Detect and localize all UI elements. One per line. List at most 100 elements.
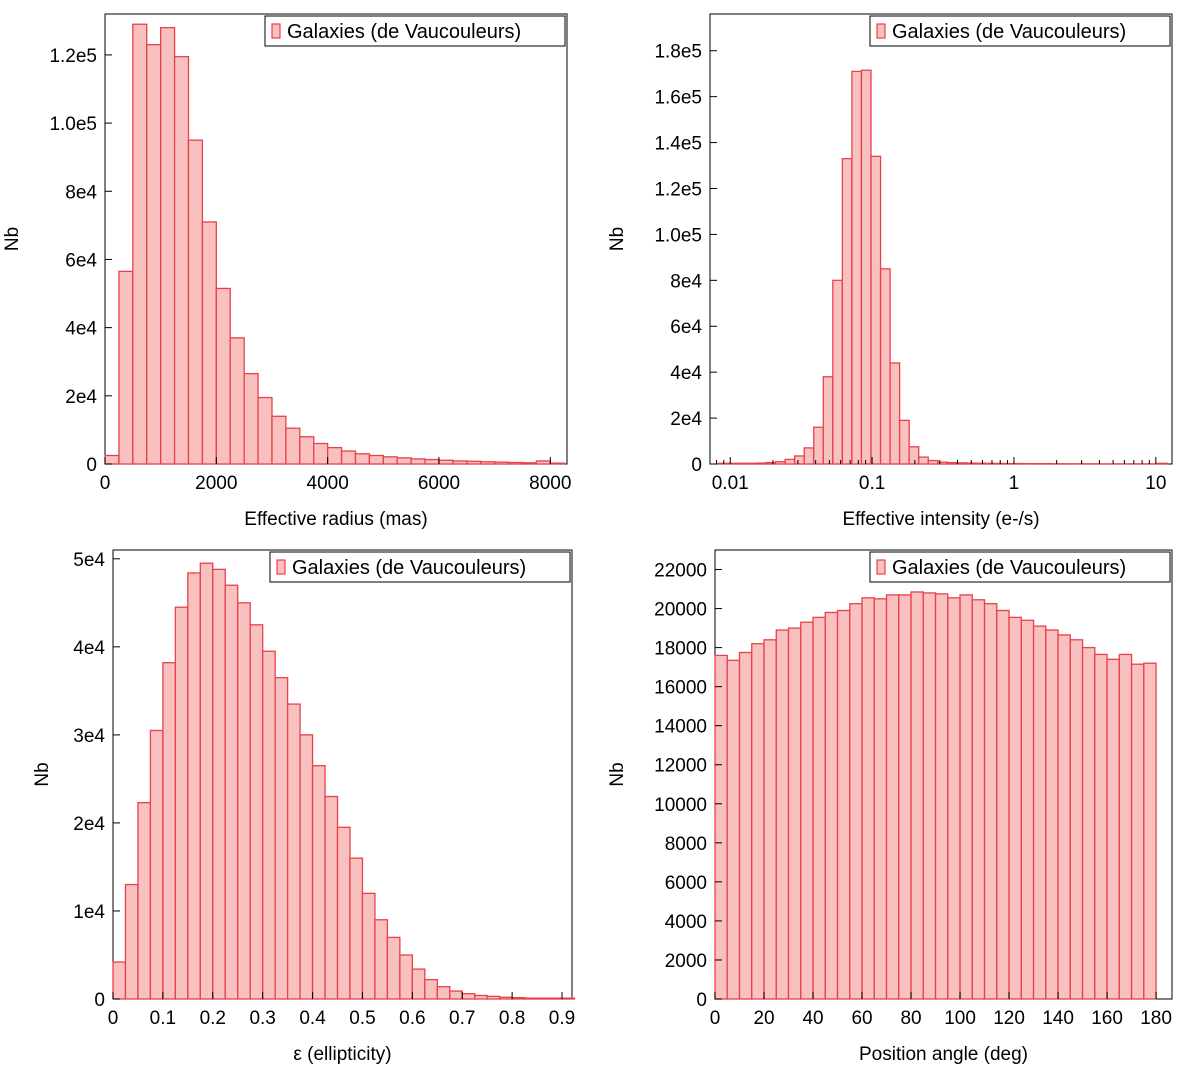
bar-effective-intensity xyxy=(937,461,948,465)
bar-effective-intensity xyxy=(794,455,805,465)
bar-position-angle xyxy=(1094,653,1108,1000)
x-tick-label-effective-radius: 0 xyxy=(100,473,111,494)
x-tick-label-ellipticity: 0 xyxy=(108,1008,119,1029)
bar-effective-intensity xyxy=(927,459,939,465)
bar-ellipticity xyxy=(474,994,488,1000)
y-tick-label-effective-intensity: 4e4 xyxy=(670,363,702,384)
y-axis-label-effective-radius: Nb xyxy=(2,227,23,251)
bar-effective-intensity xyxy=(851,70,863,465)
bar-ellipticity xyxy=(162,662,177,1000)
bar-ellipticity xyxy=(486,995,501,1000)
y-tick-label-position-angle: 14000 xyxy=(654,717,707,738)
bar-effective-radius xyxy=(187,139,204,465)
y-axis-label-ellipticity: Nb xyxy=(32,762,53,786)
bar-ellipticity xyxy=(511,997,526,1000)
x-tick-label-effective-radius: 2000 xyxy=(195,473,237,494)
bar-effective-radius xyxy=(410,458,426,465)
bar-position-angle xyxy=(885,594,900,1000)
bar-position-angle xyxy=(861,597,875,1000)
bar-effective-radius xyxy=(327,446,343,465)
y-tick-label-position-angle: 8000 xyxy=(665,834,707,855)
bar-position-angle xyxy=(824,611,839,1000)
bar-position-angle xyxy=(738,651,753,1000)
bar-position-angle xyxy=(1069,639,1084,1000)
bar-effective-radius xyxy=(229,337,245,465)
x-tick-label-ellipticity: 0.8 xyxy=(499,1008,525,1029)
bar-ellipticity xyxy=(499,996,513,1000)
bar-ellipticity xyxy=(449,990,463,1000)
bar-effective-radius xyxy=(215,287,231,465)
bar-effective-intensity xyxy=(774,461,786,465)
y-tick-label-effective-radius: 2e4 xyxy=(65,387,97,408)
y-tick-label-ellipticity: 2e4 xyxy=(73,814,105,835)
bar-position-angle xyxy=(812,616,826,1000)
bar-ellipticity xyxy=(237,602,251,1000)
bar-effective-intensity xyxy=(1156,462,1168,465)
bar-ellipticity xyxy=(399,954,413,1000)
y-tick-label-position-angle: 18000 xyxy=(654,639,707,660)
bar-position-angle xyxy=(1008,616,1022,1000)
bar-position-angle xyxy=(849,603,863,1000)
legend-box-position-angle xyxy=(869,551,1171,583)
bar-ellipticity xyxy=(361,892,376,1000)
legend-box-effective-radius xyxy=(264,15,566,47)
bar-position-angle xyxy=(1057,634,1071,1000)
bar-effective-radius xyxy=(549,462,565,465)
legend-label-ellipticity: Galaxies (de Vaucouleurs) xyxy=(292,557,526,579)
bar-effective-intensity xyxy=(860,69,872,465)
legend-label-position-angle: Galaxies (de Vaucouleurs) xyxy=(892,557,1126,579)
bar-position-angle xyxy=(996,609,1010,1000)
y-tick-label-ellipticity: 4e4 xyxy=(73,638,105,659)
bar-effective-intensity xyxy=(841,157,853,465)
bar-position-angle xyxy=(873,598,888,1000)
x-axis-label-ellipticity: ε (ellipticity) xyxy=(293,1044,391,1065)
y-tick-label-position-angle: 20000 xyxy=(654,600,707,621)
y-tick-label-ellipticity: 5e4 xyxy=(73,550,105,571)
bar-effective-radius xyxy=(146,44,162,465)
y-tick-label-effective-radius: 0 xyxy=(86,455,97,476)
bar-ellipticity xyxy=(224,584,239,1000)
bar-effective-intensity xyxy=(803,447,815,465)
bar-effective-radius xyxy=(132,23,148,465)
x-tick-label-ellipticity: 0.2 xyxy=(200,1008,226,1029)
y-tick-label-ellipticity: 0 xyxy=(94,990,105,1011)
x-tick-label-effective-radius: 4000 xyxy=(307,473,349,494)
y-tick-label-position-angle: 22000 xyxy=(654,561,707,582)
bar-ellipticity xyxy=(424,978,438,1000)
bar-effective-intensity xyxy=(813,426,824,465)
y-axis-label-effective-intensity: Nb xyxy=(607,227,628,251)
bar-ellipticity xyxy=(174,606,189,1000)
x-axis-label-effective-intensity: Effective intensity (e-/s) xyxy=(842,509,1039,530)
bar-ellipticity xyxy=(311,765,326,1000)
x-tick-label-position-angle: 0 xyxy=(710,1008,721,1029)
bar-effective-radius xyxy=(201,221,217,465)
x-tick-label-position-angle: 120 xyxy=(993,1008,1025,1029)
x-tick-label-ellipticity: 0.3 xyxy=(249,1008,275,1029)
x-tick-label-effective-intensity: 10 xyxy=(1145,473,1166,494)
bar-position-angle xyxy=(971,599,986,1000)
bar-ellipticity xyxy=(112,961,127,1000)
y-tick-label-effective-radius: 1.2e5 xyxy=(49,46,97,67)
bar-position-angle xyxy=(910,591,924,1000)
y-tick-label-effective-radius: 1.0e5 xyxy=(49,114,97,135)
bar-ellipticity xyxy=(274,677,289,1000)
bar-position-angle xyxy=(1020,619,1035,1000)
y-tick-label-position-angle: 16000 xyxy=(654,678,707,699)
y-tick-label-effective-radius: 6e4 xyxy=(65,250,97,271)
bar-effective-radius xyxy=(438,459,454,465)
bar-ellipticity xyxy=(336,826,351,1000)
bar-position-angle xyxy=(1032,625,1047,1000)
y-tick-label-ellipticity: 3e4 xyxy=(73,726,105,747)
x-axis-label-effective-radius: Effective radius (mas) xyxy=(244,509,427,530)
x-tick-label-position-angle: 20 xyxy=(753,1008,774,1029)
x-tick-label-effective-radius: 8000 xyxy=(529,473,571,494)
bar-ellipticity xyxy=(262,650,276,1000)
bar-ellipticity xyxy=(324,795,339,1000)
legend-swatch-effective-intensity xyxy=(876,23,886,39)
bar-effective-intensity xyxy=(870,155,882,465)
y-tick-label-position-angle: 12000 xyxy=(654,756,707,777)
bar-ellipticity xyxy=(349,857,364,1000)
bar-effective-radius xyxy=(368,454,384,465)
bar-effective-radius xyxy=(452,460,468,465)
